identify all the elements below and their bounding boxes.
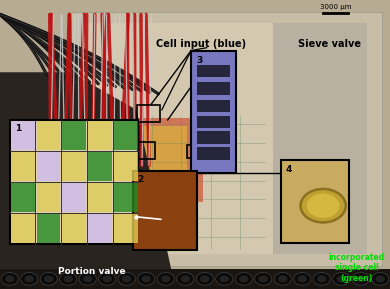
Circle shape bbox=[352, 273, 369, 285]
Circle shape bbox=[64, 275, 73, 282]
Circle shape bbox=[298, 275, 307, 282]
Circle shape bbox=[142, 275, 151, 282]
Bar bbox=[88, 151, 112, 181]
Bar bbox=[114, 183, 138, 212]
Circle shape bbox=[118, 273, 135, 285]
Bar bbox=[197, 131, 230, 144]
Circle shape bbox=[1, 273, 18, 285]
Circle shape bbox=[294, 273, 311, 285]
Bar bbox=[88, 121, 112, 150]
Bar bbox=[281, 160, 349, 243]
Bar bbox=[37, 121, 60, 150]
Bar bbox=[11, 151, 35, 181]
Bar bbox=[37, 183, 60, 212]
Circle shape bbox=[40, 273, 57, 285]
Circle shape bbox=[255, 273, 272, 285]
Bar bbox=[37, 214, 60, 243]
Bar bbox=[70, 12, 382, 266]
Circle shape bbox=[259, 275, 268, 282]
Circle shape bbox=[337, 275, 346, 282]
Bar bbox=[11, 183, 35, 212]
Bar bbox=[114, 151, 138, 181]
Bar bbox=[88, 183, 112, 212]
Bar bbox=[111, 118, 203, 202]
Circle shape bbox=[196, 273, 213, 285]
Circle shape bbox=[376, 275, 385, 282]
Bar bbox=[133, 171, 197, 250]
Text: Cell input (blue): Cell input (blue) bbox=[156, 39, 246, 49]
Text: 4: 4 bbox=[286, 165, 292, 174]
Bar bbox=[86, 23, 367, 254]
Bar bbox=[197, 147, 230, 160]
Bar bbox=[62, 121, 86, 150]
Circle shape bbox=[274, 273, 291, 285]
Circle shape bbox=[138, 273, 155, 285]
Text: 3000 μm: 3000 μm bbox=[320, 3, 351, 10]
Bar bbox=[11, 214, 35, 243]
Circle shape bbox=[83, 275, 92, 282]
Bar bbox=[132, 142, 155, 159]
Circle shape bbox=[313, 273, 330, 285]
Bar bbox=[62, 183, 86, 212]
Circle shape bbox=[99, 273, 116, 285]
Circle shape bbox=[200, 275, 209, 282]
Circle shape bbox=[79, 273, 96, 285]
Circle shape bbox=[122, 275, 131, 282]
Text: Sieve valve: Sieve valve bbox=[298, 39, 361, 49]
Circle shape bbox=[317, 275, 326, 282]
Bar bbox=[119, 126, 187, 198]
Circle shape bbox=[372, 273, 389, 285]
Bar bbox=[11, 121, 35, 150]
Text: 3: 3 bbox=[196, 56, 202, 65]
Text: 1: 1 bbox=[15, 124, 21, 133]
Circle shape bbox=[25, 275, 34, 282]
Text: incorporated
single cell
(green): incorporated single cell (green) bbox=[329, 253, 385, 283]
Circle shape bbox=[235, 273, 252, 285]
Bar bbox=[37, 151, 60, 181]
Circle shape bbox=[181, 275, 190, 282]
Bar bbox=[197, 65, 230, 77]
Circle shape bbox=[5, 275, 14, 282]
Circle shape bbox=[157, 273, 174, 285]
Bar bbox=[197, 116, 230, 128]
Bar bbox=[62, 214, 86, 243]
Circle shape bbox=[307, 194, 339, 218]
Circle shape bbox=[239, 275, 248, 282]
Bar bbox=[137, 105, 160, 122]
Bar bbox=[88, 214, 112, 243]
Bar bbox=[10, 120, 138, 244]
Bar bbox=[114, 214, 138, 243]
Bar bbox=[187, 144, 205, 158]
Circle shape bbox=[161, 275, 170, 282]
Circle shape bbox=[44, 275, 53, 282]
Circle shape bbox=[216, 273, 233, 285]
Text: Portion valve: Portion valve bbox=[58, 267, 126, 276]
Polygon shape bbox=[0, 72, 176, 289]
Bar bbox=[114, 121, 138, 150]
Bar bbox=[191, 51, 236, 173]
Bar bbox=[197, 100, 230, 112]
Circle shape bbox=[60, 273, 77, 285]
Circle shape bbox=[177, 273, 194, 285]
Circle shape bbox=[278, 275, 287, 282]
Text: 2: 2 bbox=[137, 175, 144, 184]
Circle shape bbox=[103, 275, 112, 282]
Bar bbox=[197, 82, 230, 95]
Circle shape bbox=[333, 273, 350, 285]
Circle shape bbox=[356, 275, 365, 282]
Circle shape bbox=[21, 273, 38, 285]
Bar bbox=[273, 23, 367, 254]
Bar bbox=[62, 151, 86, 181]
Bar bbox=[0, 269, 390, 289]
Circle shape bbox=[300, 189, 346, 223]
Circle shape bbox=[220, 275, 229, 282]
